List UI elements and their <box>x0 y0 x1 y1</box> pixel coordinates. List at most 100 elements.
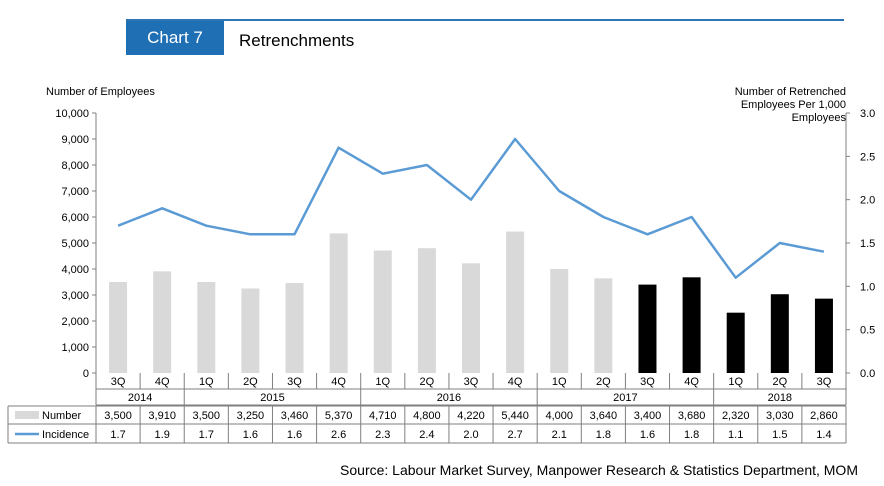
bar <box>462 263 480 373</box>
quarter-label: 3Q <box>817 376 832 388</box>
incidence-value: 2.0 <box>463 429 478 441</box>
number-value: 3,500 <box>104 410 132 422</box>
number-value: 5,370 <box>325 410 353 422</box>
bar <box>109 282 128 373</box>
incidence-value: 2.3 <box>375 429 390 441</box>
source-note: Source: Labour Market Survey, Manpower R… <box>340 462 858 478</box>
quarter-label: 2Q <box>596 376 611 388</box>
incidence-value: 1.6 <box>640 429 655 441</box>
quarter-label: 3Q <box>287 376 302 388</box>
incidence-value: 2.7 <box>507 429 522 441</box>
incidence-value: 1.4 <box>816 429 831 441</box>
y-tick-label-right: 1.5 <box>860 238 875 250</box>
incidence-value: 1.6 <box>243 429 258 441</box>
bar <box>726 312 745 373</box>
year-label: 2015 <box>260 392 284 404</box>
number-value: 5,440 <box>501 410 529 422</box>
number-value: 3,910 <box>148 410 176 422</box>
number-value: 3,030 <box>766 410 794 422</box>
incidence-value: 1.9 <box>155 429 170 441</box>
quarter-label: 3Q <box>640 376 655 388</box>
quarter-label: 2Q <box>420 376 435 388</box>
year-label: 2017 <box>613 392 637 404</box>
bar <box>550 269 569 373</box>
incidence-value: 1.7 <box>110 429 125 441</box>
quarter-label: 4Q <box>508 376 523 388</box>
y-tick-label-left: 9,000 <box>61 134 89 146</box>
year-label: 2018 <box>768 392 792 404</box>
y-tick-label-left: 1,000 <box>61 342 89 354</box>
bar <box>285 283 304 373</box>
chart-number-badge: Chart 7 <box>126 21 224 55</box>
number-value: 4,000 <box>545 410 573 422</box>
bar <box>153 271 172 373</box>
quarter-label: 2Q <box>243 376 258 388</box>
bar <box>638 284 657 373</box>
y-axis-title-right: Employees Per 1,000 <box>741 99 846 111</box>
header-rule <box>126 19 844 21</box>
number-value: 3,500 <box>193 410 221 422</box>
incidence-value: 2.4 <box>419 429 434 441</box>
y-tick-label-left: 3,000 <box>61 290 89 302</box>
year-label: 2016 <box>437 392 461 404</box>
incidence-value: 1.7 <box>199 429 214 441</box>
quarter-label: 3Q <box>464 376 479 388</box>
number-value: 3,460 <box>281 410 309 422</box>
number-value: 3,400 <box>634 410 662 422</box>
quarter-label: 1Q <box>199 376 214 388</box>
incidence-value: 1.5 <box>772 429 787 441</box>
y-tick-label-left: 6,000 <box>61 212 89 224</box>
y-tick-label-right: 1.0 <box>860 281 875 293</box>
quarter-label: 4Q <box>331 376 346 388</box>
bar <box>329 233 348 373</box>
retrenchments-chart: 0 1,000 2,000 3,000 4,000 5,000 6,000 7,000 8,00… <box>7 86 875 444</box>
bar <box>417 248 436 373</box>
y-tick-label-right: 0.5 <box>860 325 875 337</box>
number-value: 3,640 <box>590 410 618 422</box>
quarter-label: 2Q <box>772 376 787 388</box>
y-tick-label-left: 7,000 <box>61 186 89 198</box>
number-value: 3,680 <box>678 410 706 422</box>
number-value: 4,710 <box>369 410 397 422</box>
y-tick-label-left: 10,000 <box>55 108 89 120</box>
y-axis-title-left: Number of Employees <box>46 86 155 98</box>
legend-label-number: Number <box>42 410 81 422</box>
bar <box>241 288 260 373</box>
number-value: 4,800 <box>413 410 441 422</box>
number-value: 4,220 <box>457 410 485 422</box>
y-tick-label-right: 2.0 <box>860 195 875 207</box>
quarter-label: 3Q <box>111 376 126 388</box>
legend-label-incidence: Incidence <box>42 429 89 441</box>
number-value: 2,860 <box>810 410 838 422</box>
quarter-label: 4Q <box>155 376 170 388</box>
quarter-label: 1Q <box>728 376 743 388</box>
y-tick-label-left: 0 <box>83 368 89 380</box>
y-axis-title-right: Employees <box>792 112 847 124</box>
bar <box>197 282 216 373</box>
y-tick-label-left: 4,000 <box>61 264 89 276</box>
y-axis-title-right: Number of Retrenched <box>735 86 846 98</box>
incidence-value: 1.6 <box>287 429 302 441</box>
y-tick-label-left: 2,000 <box>61 316 89 328</box>
incidence-value: 1.8 <box>596 429 611 441</box>
quarter-label: 1Q <box>375 376 390 388</box>
legend-swatch-number <box>15 411 39 419</box>
chart-title: Retrenchments <box>239 31 355 50</box>
quarter-label: 1Q <box>552 376 567 388</box>
incidence-value: 1.8 <box>684 429 699 441</box>
bar <box>682 277 701 373</box>
number-value: 3,250 <box>237 410 265 422</box>
bar <box>594 278 613 373</box>
quarter-label: 4Q <box>684 376 699 388</box>
incidence-value: 2.1 <box>552 429 567 441</box>
y-tick-label-left: 5,000 <box>61 238 89 250</box>
bar <box>373 250 392 373</box>
y-tick-label-right: 3.0 <box>860 108 875 120</box>
bar <box>506 231 525 373</box>
incidence-line <box>117 137 825 279</box>
incidence-value: 2.6 <box>331 429 346 441</box>
bar <box>770 294 789 373</box>
incidence-value: 1.1 <box>728 429 743 441</box>
y-tick-label-left: 8,000 <box>61 160 89 172</box>
